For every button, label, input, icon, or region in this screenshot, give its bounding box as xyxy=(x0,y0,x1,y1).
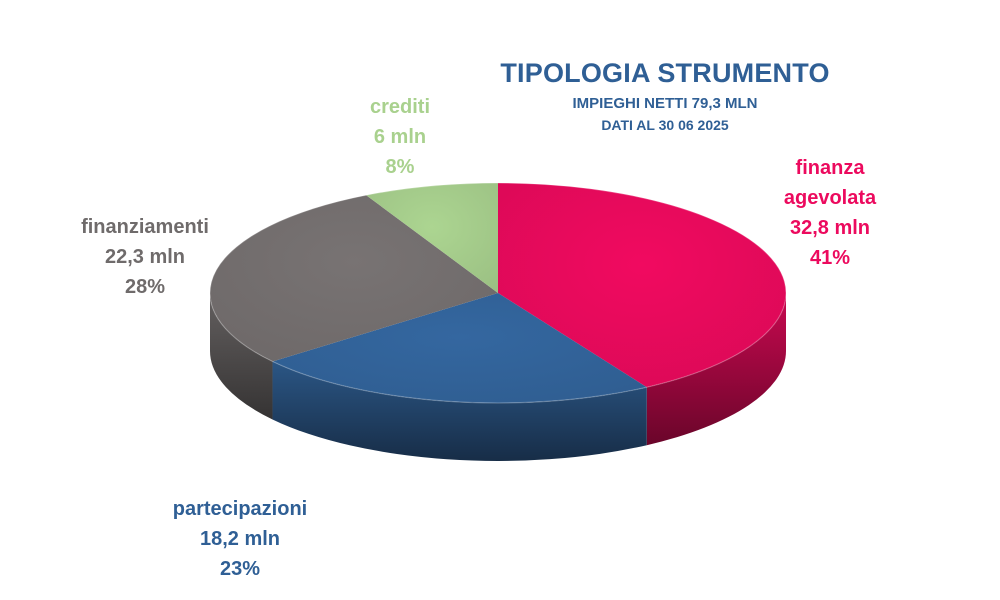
slice-name-line-1: finanza xyxy=(795,157,865,179)
slice-label-partecipazioni: partecipazioni 18,2 mln 23% xyxy=(150,494,330,584)
pie-side-partecipazioni xyxy=(272,361,647,461)
pie-slice-finanziamenti xyxy=(210,195,498,362)
pie-side-finanziamenti xyxy=(210,293,273,420)
slice-percent-label: 28% xyxy=(124,276,166,298)
chart-subtitle: IMPIEGHI NETTI 79,3 MLN xyxy=(572,95,758,112)
slice-label-crediti: crediti 6 mln 8% xyxy=(340,92,460,182)
slice-value-label: 6 mln xyxy=(373,126,427,148)
pie-slice-finanza-agevolata xyxy=(498,183,787,388)
pie-side-finanza-agevolata xyxy=(646,293,786,446)
slice-value-label: 32,8 mln xyxy=(789,217,871,239)
pie-slice-crediti xyxy=(366,183,498,293)
chart-date: DATI AL 30 06 2025 xyxy=(601,117,729,133)
chart-title: TIPOLOGIA STRUMENTO xyxy=(500,58,830,88)
pie-rim xyxy=(209,182,787,404)
slice-percent-label: 41% xyxy=(809,247,851,269)
slice-name-line-1: crediti xyxy=(369,96,431,118)
pie-side-walls xyxy=(210,293,786,461)
slice-percent-label: 23% xyxy=(219,558,261,580)
slice-label-finanza-agevolata: finanza agevolata 32,8 mln 41% xyxy=(740,153,920,273)
slice-name-line-2: agevolata xyxy=(783,187,877,209)
pie-slice-partecipazioni xyxy=(272,293,647,403)
slice-percent-label: 8% xyxy=(385,156,415,178)
pie-top-faces xyxy=(210,183,787,403)
slice-label-finanziamenti: finanziamenti 22,3 mln 28% xyxy=(55,212,235,302)
chart-title-block: TIPOLOGIA STRUMENTO IMPIEGHI NETTI 79,3 … xyxy=(470,58,860,133)
slice-name-line-1: finanziamenti xyxy=(81,216,209,238)
slice-name-line-1: partecipazioni xyxy=(172,498,308,520)
slice-value-label: 18,2 mln xyxy=(199,528,281,550)
slice-value-label: 22,3 mln xyxy=(104,246,186,268)
